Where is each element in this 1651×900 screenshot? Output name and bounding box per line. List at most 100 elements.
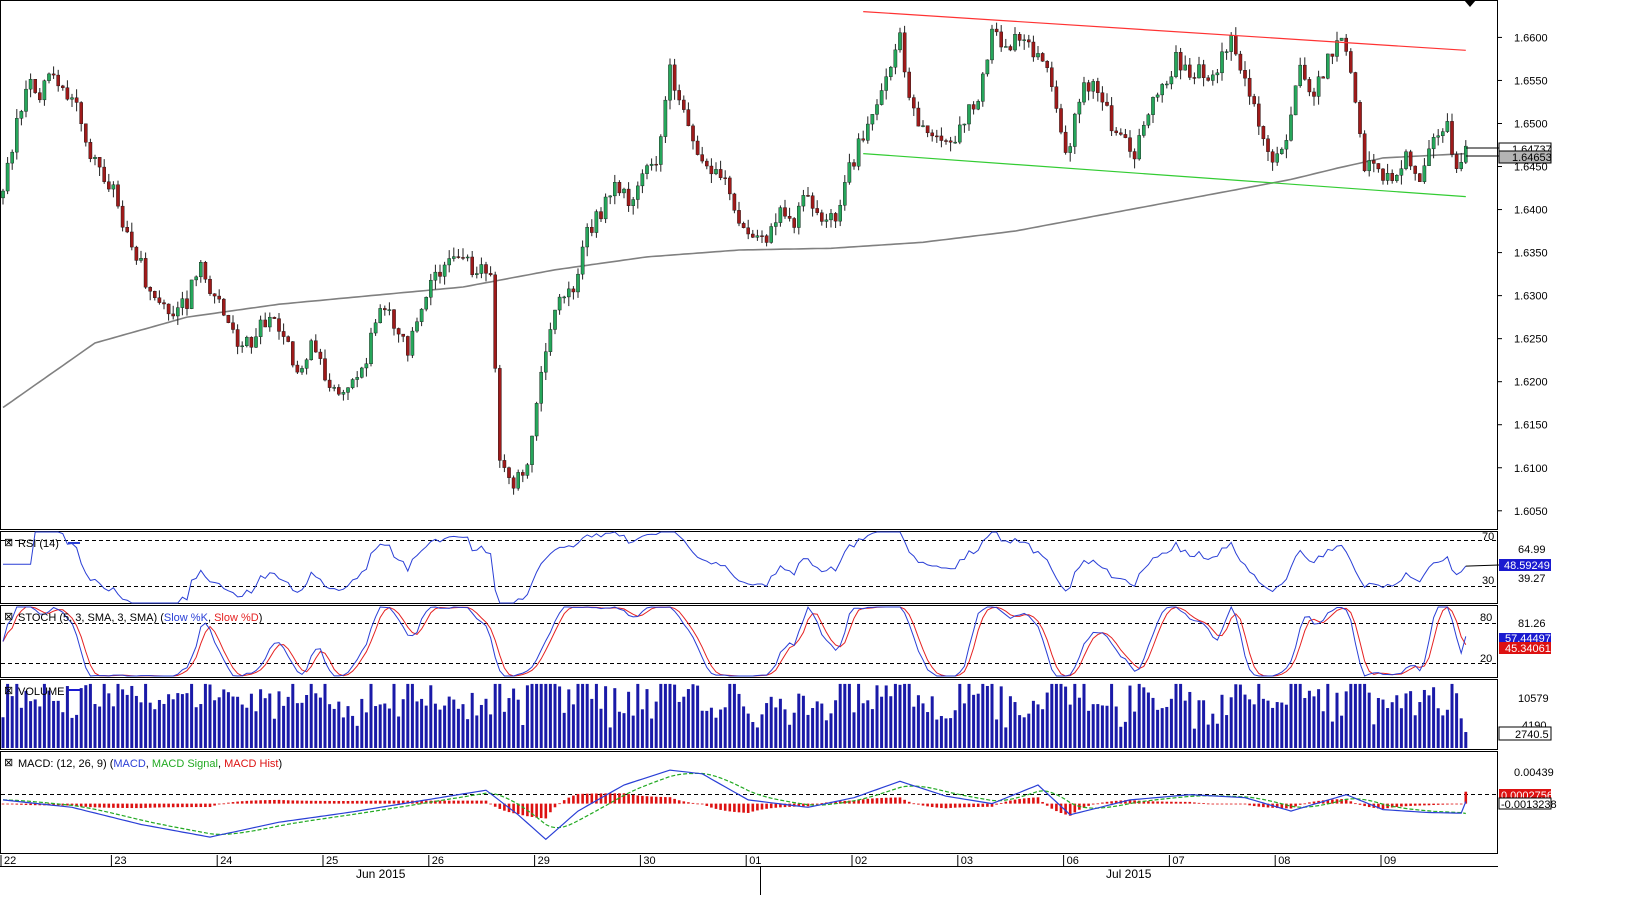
- candle-body: [1243, 70, 1247, 79]
- macd-hist-bar: [1303, 803, 1307, 805]
- macd-hist-bar: [337, 800, 341, 804]
- macd-hist-bar: [765, 803, 768, 809]
- candle-body: [1132, 151, 1137, 160]
- macd-hist-bar: [1248, 803, 1251, 806]
- price-tick-label: 1.6550: [1514, 75, 1548, 87]
- candle-body: [1408, 151, 1413, 167]
- volume-bar: [1358, 683, 1362, 748]
- rsi-panel[interactable]: [0, 531, 1498, 604]
- volume-bar: [1271, 707, 1275, 748]
- price-panel[interactable]: [0, 0, 1498, 530]
- volume-bar: [659, 683, 663, 748]
- volume-bar: [484, 698, 488, 748]
- macd-hist-bar: [1156, 801, 1159, 804]
- volume-bar: [567, 689, 571, 748]
- volume-bar: [360, 698, 364, 748]
- candle-body: [355, 377, 360, 380]
- volume-bar: [627, 691, 631, 748]
- macd-hist-bar: [802, 803, 805, 807]
- candle-body: [1141, 124, 1146, 136]
- scroll-end-marker[interactable]: [1464, 0, 1476, 7]
- volume-bar: [599, 708, 603, 748]
- volume-panel[interactable]: [0, 679, 1498, 750]
- macd-panel[interactable]: [0, 751, 1498, 854]
- macd-hist-bar: [153, 803, 157, 808]
- volume-bar: [1064, 686, 1068, 748]
- candle-body: [1017, 34, 1022, 41]
- volume-close-icon[interactable]: ⊠: [4, 685, 13, 697]
- candle-body: [424, 296, 429, 310]
- macd-hist-bar: [733, 803, 736, 812]
- macd-hist-bar: [917, 803, 920, 805]
- macd-hist-bar: [1197, 802, 1201, 804]
- stoch-panel[interactable]: [0, 605, 1498, 678]
- macd-hist-bar: [944, 803, 948, 809]
- macd-hist-bar: [75, 803, 78, 807]
- macd-hist-bar: [1170, 801, 1173, 804]
- volume-bar: [1087, 710, 1091, 748]
- volume-bar: [995, 719, 999, 748]
- volume-bar: [1018, 715, 1022, 748]
- macd-hist-bar: [475, 800, 479, 804]
- volume-bar: [38, 706, 42, 748]
- candle-body: [1082, 82, 1086, 103]
- volume-bar: [654, 701, 658, 748]
- candle-body: [1459, 162, 1463, 169]
- volume-bar: [1096, 704, 1100, 748]
- candle-body: [24, 88, 28, 112]
- macd-hist-bar: [1404, 803, 1408, 807]
- volume-bar: [1041, 709, 1045, 748]
- volume-bar: [107, 693, 111, 748]
- date-tick-label: 02: [855, 855, 867, 867]
- candle-body: [61, 85, 65, 88]
- candle-body: [1289, 114, 1293, 141]
- macd-hist-bar: [1160, 801, 1164, 804]
- candle-body: [116, 184, 120, 207]
- volume-bar: [1390, 702, 1394, 748]
- price-tick-label: 1.6050: [1514, 506, 1548, 518]
- candle-body: [198, 262, 203, 278]
- macd-close-icon[interactable]: ⊠: [4, 757, 13, 769]
- macd-hist-bar: [503, 803, 506, 811]
- rsi-value-leader: [1465, 564, 1500, 567]
- candle-body: [475, 273, 479, 275]
- macd-hist-bar: [112, 803, 115, 808]
- macd-hist-bar: [1091, 803, 1095, 805]
- volume-bar: [1307, 690, 1311, 748]
- stoch-k-line: [2, 605, 1467, 677]
- candle-body: [1256, 103, 1261, 127]
- date-tick-label: 25: [326, 855, 338, 867]
- volume-bar: [6, 683, 10, 748]
- candle-body: [1417, 173, 1422, 182]
- macd-series: [1, 769, 1468, 841]
- price-tick-label: 1.6400: [1514, 205, 1548, 217]
- volume-bar: [461, 704, 465, 748]
- candle-body: [415, 321, 419, 332]
- macd-hist-bar: [480, 800, 483, 804]
- candle-body: [291, 341, 295, 366]
- candle-body: [1137, 135, 1141, 160]
- candle-body: [70, 97, 74, 100]
- candle-body: [235, 329, 240, 347]
- volume-bar: [1031, 700, 1035, 748]
- rsi-line: [3, 531, 1467, 604]
- candle-body: [1105, 101, 1109, 106]
- volume-bar: [1151, 697, 1155, 748]
- price-tick-label: 1.6350: [1514, 248, 1548, 260]
- candle-body: [263, 319, 268, 328]
- macd-hist-bar: [1110, 801, 1113, 804]
- volume-bar: [383, 703, 387, 748]
- macd-hist-bar: [1400, 803, 1403, 807]
- macd-hist-bar: [1331, 799, 1334, 804]
- candle-body: [470, 256, 475, 275]
- candle-body: [74, 97, 79, 103]
- stoch-close-icon[interactable]: ⊠: [4, 611, 13, 623]
- rsi-close-icon[interactable]: ⊠: [4, 537, 13, 549]
- macd-hist-bar: [1243, 803, 1247, 805]
- macd-hist-bar: [608, 793, 612, 804]
- macd-hist-bar: [1354, 803, 1357, 805]
- macd-legend: MACD: [113, 758, 145, 770]
- macd-hist-bar: [926, 803, 929, 807]
- volume-bar: [424, 705, 428, 748]
